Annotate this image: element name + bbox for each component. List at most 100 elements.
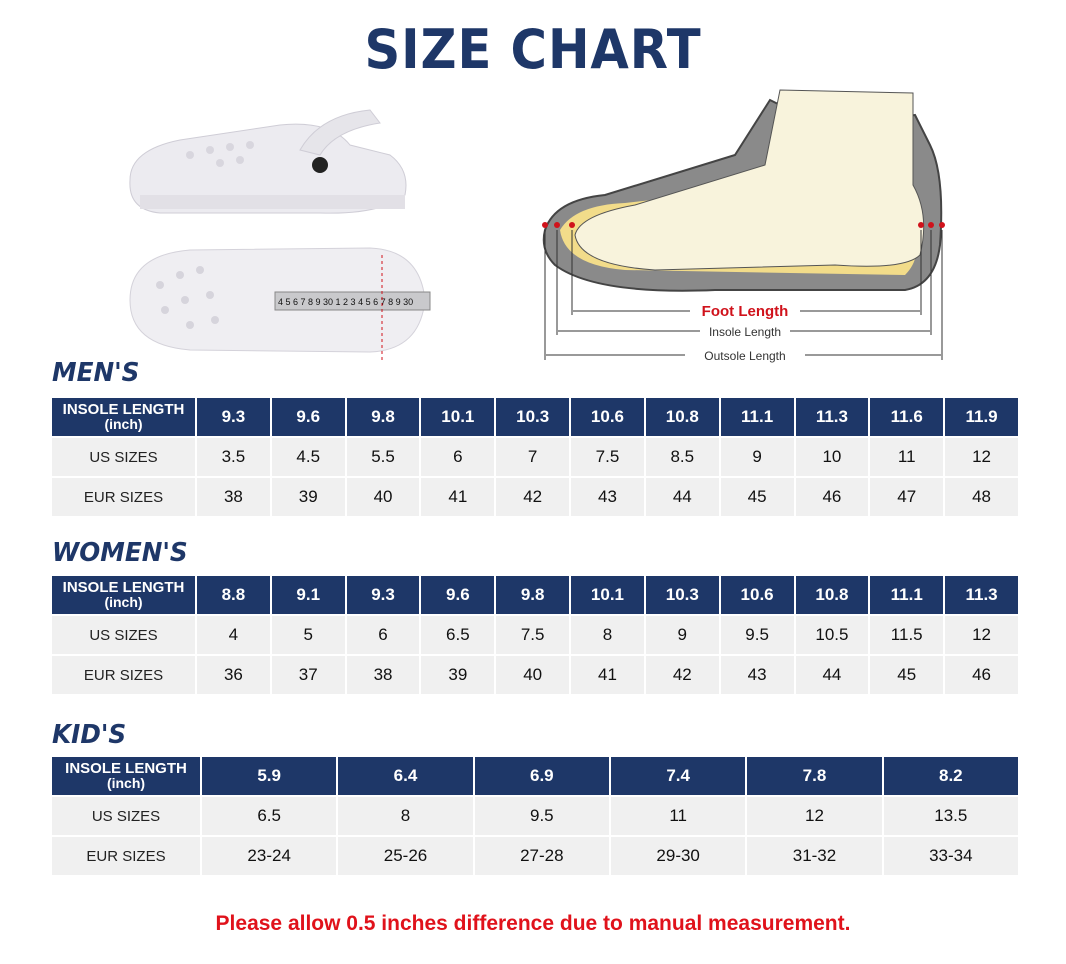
us-row: US SIZES 6.5 8 9.5 11 12 13.5 (52, 797, 1018, 835)
us-cell: 5.5 (346, 438, 420, 476)
eur-cell: 43 (720, 656, 794, 694)
insole-cell: 6.4 (338, 757, 473, 795)
insole-length-label: Insole Length (709, 325, 781, 339)
insole-cell: 9.8 (496, 576, 570, 614)
foot-measurement-diagram: Foot Length Insole Length Outsole Length (542, 89, 945, 363)
eur-cell: 47 (870, 478, 944, 516)
header-unit: (inch) (106, 775, 146, 791)
eur-cell: 37 (271, 656, 345, 694)
insole-cell: 10.6 (571, 398, 644, 436)
eur-cell: 48 (945, 478, 1018, 516)
eur-cell: 45 (870, 656, 944, 694)
us-cell: 8 (338, 797, 473, 835)
kids-size-table: INSOLE LENGTH (inch) 5.9 6.4 6.9 7.4 7.8 8.2 US … (50, 755, 1020, 877)
eur-cell: 39 (421, 656, 495, 694)
us-row-label: US SIZES (52, 797, 200, 835)
us-cell: 5 (271, 616, 345, 654)
insole-cell: 11.1 (720, 398, 794, 436)
us-row-label: US SIZES (52, 616, 195, 654)
womens-size-table: INSOLE LENGTH (inch) 8.8 9.1 9.3 9.6 9.8 10.1 10… (50, 574, 1020, 696)
eur-cell: 41 (421, 478, 495, 516)
eur-cell: 43 (571, 478, 644, 516)
eur-cell: 33-34 (883, 837, 1018, 875)
insole-cell: 9.6 (271, 398, 345, 436)
us-cell: 6.5 (202, 797, 337, 835)
eur-row: EUR SIZES 38 39 40 41 42 43 44 45 46 47 48 (52, 478, 1018, 516)
insole-cell: 9.3 (346, 576, 420, 614)
insole-cell: 9.3 (197, 398, 270, 436)
us-row-label: US SIZES (52, 438, 195, 476)
insole-cell: 9.8 (346, 398, 420, 436)
eur-cell: 44 (645, 478, 719, 516)
insole-cell: 7.8 (747, 757, 882, 795)
insole-cell: 11.3 (795, 398, 869, 436)
us-cell: 6 (346, 616, 420, 654)
insole-cell: 8.8 (197, 576, 270, 614)
insole-cell: 9.6 (421, 576, 495, 614)
eur-row-label: EUR SIZES (52, 837, 200, 875)
eur-cell: 23-24 (202, 837, 337, 875)
eur-cell: 25-26 (338, 837, 473, 875)
insole-cell: 11.6 (870, 398, 944, 436)
eur-cell: 29-30 (610, 837, 746, 875)
us-cell: 9.5 (474, 797, 609, 835)
outsole-length-label: Outsole Length (704, 349, 785, 363)
eur-cell: 42 (496, 478, 570, 516)
us-cell: 6.5 (421, 616, 495, 654)
insole-row: INSOLE LENGTH (inch) 5.9 6.4 6.9 7.4 7.8 8.2 (52, 757, 1018, 795)
header-label: INSOLE LENGTH (65, 760, 187, 777)
insole-length-header: INSOLE LENGTH (inch) (52, 398, 195, 436)
mens-section-title: MEN'S (52, 358, 140, 388)
measurement-note: Please allow 0.5 inches difference due t… (215, 912, 851, 935)
us-cell: 8 (571, 616, 644, 654)
us-cell: 6 (421, 438, 495, 476)
tape-numbers: 4 5 6 7 8 9 30 1 2 3 4 5 6 7 8 9 30 (278, 297, 413, 307)
us-cell: 10.5 (795, 616, 869, 654)
eur-cell: 38 (346, 656, 420, 694)
insole-cell: 10.3 (645, 576, 719, 614)
eur-row-label: EUR SIZES (52, 656, 195, 694)
eur-cell: 31-32 (747, 837, 882, 875)
eur-row: EUR SIZES 23-24 25-26 27-28 29-30 31-32 33-34 (52, 837, 1018, 875)
us-cell: 9 (720, 438, 794, 476)
us-cell: 7 (496, 438, 570, 476)
insole-cell: 6.9 (474, 757, 609, 795)
insole-row: INSOLE LENGTH (inch) 9.3 9.6 9.8 10.1 10.3 10.6… (52, 398, 1018, 436)
insole-row: INSOLE LENGTH (inch) 8.8 9.1 9.3 9.6 9.8 10.1 10… (52, 576, 1018, 614)
us-cell: 11 (610, 797, 746, 835)
us-cell: 7.5 (571, 438, 644, 476)
mens-size-table: INSOLE LENGTH (inch) 9.3 9.6 9.8 10.1 10.3 10.6… (50, 396, 1020, 518)
eur-cell: 40 (346, 478, 420, 516)
eur-cell: 44 (795, 656, 869, 694)
us-cell: 11 (870, 438, 944, 476)
clog-side-image (129, 109, 407, 214)
eur-cell: 46 (795, 478, 869, 516)
header-label: INSOLE LENGTH (62, 401, 185, 418)
insole-cell: 5.9 (202, 757, 337, 795)
us-cell: 11.5 (870, 616, 944, 654)
clog-top-measuring-image: 4 5 6 7 8 9 30 1 2 3 4 5 6 7 8 9 30 (129, 247, 431, 360)
us-cell: 12 (945, 438, 1018, 476)
eur-cell: 41 (571, 656, 644, 694)
eur-row-label: EUR SIZES (52, 478, 195, 516)
insole-length-header: INSOLE LENGTH (inch) (52, 576, 195, 614)
insole-cell: 10.8 (645, 398, 719, 436)
eur-cell: 46 (945, 656, 1018, 694)
eur-cell: 27-28 (474, 837, 609, 875)
insole-length-header: INSOLE LENGTH (inch) (52, 757, 200, 795)
insole-cell: 10.3 (496, 398, 570, 436)
header-unit: (inch) (104, 594, 143, 610)
insole-cell: 9.1 (271, 576, 345, 614)
us-cell: 9 (645, 616, 719, 654)
us-row: US SIZES 4 5 6 6.5 7.5 8 9 9.5 10.5 11.5 12 (52, 616, 1018, 654)
us-cell: 7.5 (496, 616, 570, 654)
insole-cell: 11.1 (870, 576, 944, 614)
insole-cell: 7.4 (610, 757, 746, 795)
us-cell: 10 (795, 438, 869, 476)
us-cell: 12 (747, 797, 882, 835)
us-row: US SIZES 3.5 4.5 5.5 6 7 7.5 8.5 9 10 11 12 (52, 438, 1018, 476)
us-cell: 4.5 (271, 438, 345, 476)
eur-cell: 45 (720, 478, 794, 516)
insole-cell: 10.1 (421, 398, 495, 436)
